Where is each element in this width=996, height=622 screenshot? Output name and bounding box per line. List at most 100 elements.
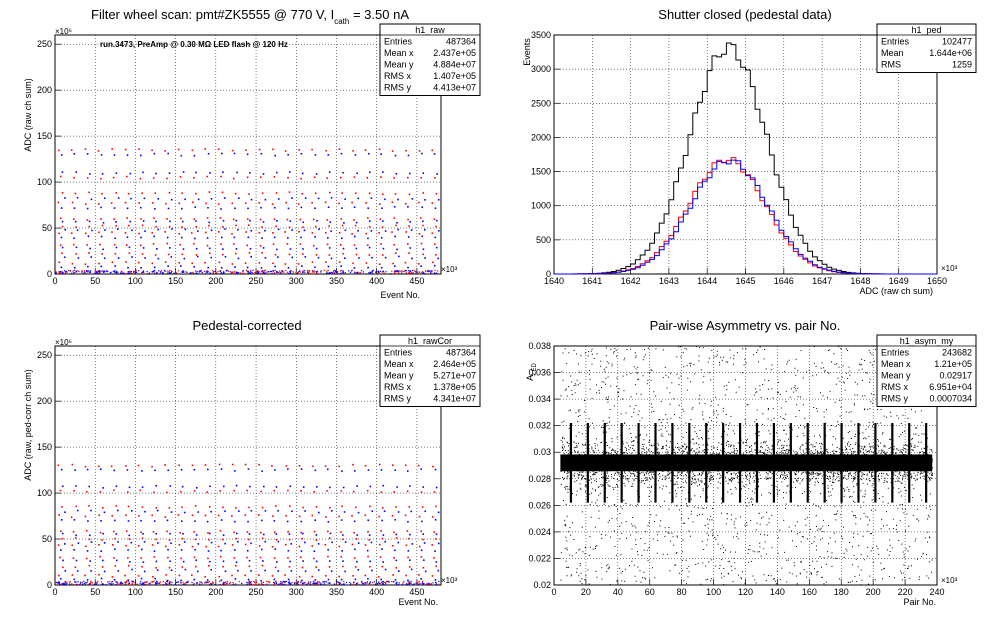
raw-point: [181, 253, 184, 255]
raw-point: [358, 272, 360, 274]
raw-point: [407, 176, 409, 179]
raw-point: [355, 253, 358, 256]
raw-point: [219, 270, 221, 272]
corrected-point: [365, 582, 367, 584]
corrected-point: [297, 583, 299, 585]
corrected-point: [166, 530, 168, 533]
raw-point: [106, 270, 108, 272]
asymmetry-ytick-label: 0.032: [528, 421, 551, 431]
raw-point: [235, 272, 237, 274]
raw-point: [58, 272, 60, 274]
raw-point: [326, 219, 329, 221]
corrected-point: [96, 582, 98, 584]
corrected-point: [146, 581, 148, 583]
corrected-point: [382, 534, 385, 536]
raw-point: [90, 270, 92, 272]
raw-point: [379, 218, 382, 221]
raw-point: [115, 246, 118, 249]
raw-point: [68, 269, 70, 272]
corrected-point: [427, 583, 430, 585]
corrected-point: [112, 530, 115, 533]
corrected-point: [114, 537, 117, 540]
corrected-point: [100, 550, 103, 553]
corrected-stats-value: 2.464e+05: [433, 359, 476, 369]
raw-point: [312, 244, 315, 247]
pedestal-xtick-label: 1647: [812, 276, 832, 286]
corrected-point: [284, 581, 286, 584]
corrected-point: [435, 565, 437, 568]
corrected-point: [352, 490, 355, 493]
raw-point: [267, 271, 270, 273]
corrected-point: [315, 560, 318, 563]
raw-point: [91, 229, 93, 232]
raw-point: [328, 247, 331, 249]
raw-point: [258, 262, 261, 264]
corrected-point: [64, 569, 67, 572]
corrected-point: [210, 541, 213, 544]
raw-point: [398, 272, 400, 274]
raw-point: [169, 270, 171, 272]
corrected-point: [274, 566, 277, 569]
raw-point: [63, 272, 65, 274]
corrected-point: [364, 514, 367, 517]
raw-point: [382, 220, 384, 222]
corrected-point: [341, 550, 343, 552]
corrected-point: [120, 583, 122, 585]
corrected-point: [406, 583, 408, 585]
raw-point: [410, 229, 413, 231]
corrected-point: [271, 465, 273, 467]
raw-point: [125, 261, 127, 263]
raw-point: [87, 265, 89, 268]
raw-point: [257, 270, 259, 272]
raw-point: [220, 272, 222, 274]
corrected-point: [318, 581, 320, 583]
corrected-point: [247, 582, 249, 584]
raw-point: [277, 198, 280, 200]
raw-stats-box: [379, 23, 481, 96]
corrected-point: [382, 561, 385, 563]
corrected-point: [84, 574, 86, 577]
corrected-point: [89, 583, 91, 585]
corrected-point: [368, 583, 370, 585]
raw-point: [83, 272, 85, 274]
corrected-point: [85, 581, 87, 584]
corrected-point: [107, 581, 109, 583]
raw-point: [323, 269, 325, 271]
corrected-point: [338, 545, 341, 548]
corrected-point: [168, 566, 171, 569]
raw-point: [249, 247, 252, 250]
raw-point: [377, 271, 379, 273]
corrected-point: [224, 570, 227, 573]
corrected-point: [137, 464, 140, 467]
raw-point: [314, 266, 316, 269]
raw-point: [204, 148, 207, 150]
raw-point: [123, 272, 125, 274]
raw-point: [276, 220, 278, 222]
corrected-point: [260, 582, 262, 584]
corrected-point: [260, 490, 263, 493]
corrected-point: [330, 510, 333, 512]
corrected-point: [367, 519, 370, 522]
corrected-point: [410, 510, 413, 513]
corrected-point: [208, 581, 210, 583]
raw-point: [365, 202, 367, 204]
raw-point: [401, 270, 403, 272]
raw-point: [246, 176, 249, 179]
corrected-point: [119, 582, 121, 584]
pedestal-xtick-label: 1643: [659, 276, 679, 286]
corrected-point: [364, 574, 367, 577]
raw-point: [208, 252, 211, 255]
raw-point: [420, 265, 422, 267]
corrected-point: [421, 584, 423, 585]
corrected-point: [204, 581, 207, 583]
raw-point: [144, 257, 146, 259]
corrected-point: [151, 514, 154, 517]
corrected-point: [343, 511, 346, 513]
raw-point: [422, 220, 424, 223]
corrected-point: [356, 485, 358, 487]
corrected-point: [127, 583, 130, 585]
raw-point: [182, 171, 185, 173]
raw-point: [140, 218, 142, 220]
asymmetry-stats-box: [876, 334, 977, 407]
corrected-point: [85, 557, 88, 560]
